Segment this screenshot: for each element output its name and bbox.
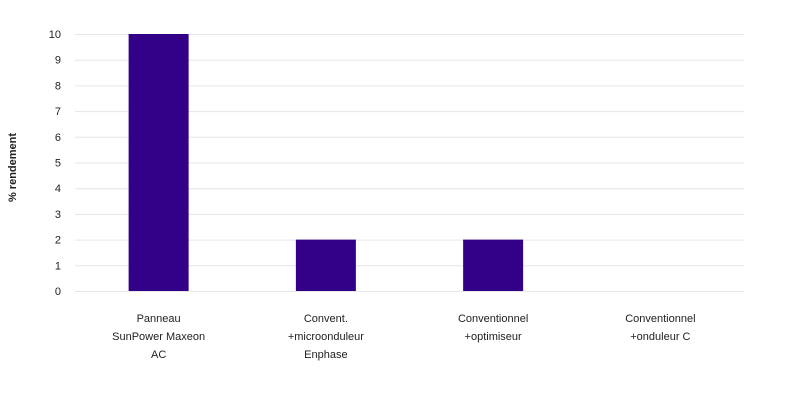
bar-layer — [128, 34, 524, 291]
y-tick-label: 0 — [55, 286, 61, 298]
y-tick-label: 2 — [55, 235, 61, 247]
x-category-label: Convent. +microonduleur Enphase — [288, 313, 364, 361]
y-tick-label: 10 — [49, 29, 61, 41]
x-category-label: Conventionnel +onduleur C — [625, 313, 695, 343]
y-tick-label: 7 — [55, 106, 61, 118]
x-axis: Panneau SunPower Maxeon AC Convent. +microon… — [112, 313, 695, 361]
y-tick-label: 6 — [55, 132, 61, 144]
bar-2 — [295, 239, 356, 291]
y-tick-label: 5 — [55, 158, 61, 170]
y-tick-label: 1 — [55, 260, 61, 272]
y-axis-label: % rendement — [7, 133, 19, 202]
y-tick-label: 8 — [55, 80, 61, 92]
y-tick-label: 3 — [55, 209, 61, 221]
bar-1 — [128, 34, 189, 291]
y-axis: 0 1 2 3 4 5 6 7 8 9 10 — [49, 29, 61, 298]
y-tick-label: 4 — [55, 183, 61, 195]
bar-3 — [463, 239, 524, 291]
x-category-label: Conventionnel +optimiseur — [458, 313, 528, 343]
y-tick-label: 9 — [55, 55, 61, 67]
x-category-label: Panneau SunPower Maxeon AC — [112, 313, 205, 361]
